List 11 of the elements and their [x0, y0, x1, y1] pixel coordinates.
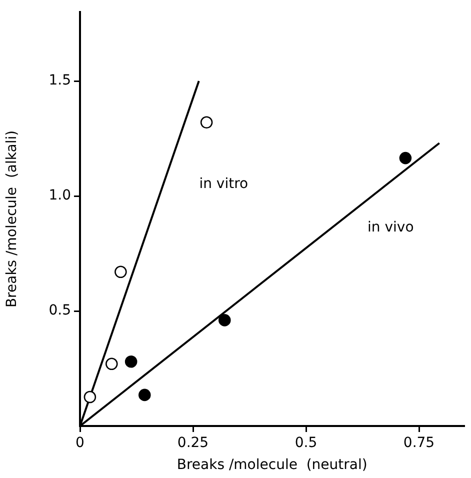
text: in vitro: [199, 176, 248, 192]
y-tick-label: 0.5: [48, 302, 71, 319]
y-tick-label: 1.0: [48, 188, 71, 204]
x-tick-label: 0.25: [177, 435, 209, 452]
x-tick-label: 0: [76, 435, 84, 452]
y-tick-label: 1.5: [48, 72, 71, 89]
x-tick-label: 0.75: [403, 435, 435, 452]
series-label: in vivo: [368, 220, 414, 236]
x-axis-title: Breaks /molecule (neutral): [176, 457, 368, 474]
y-axis-title: Breaks /molecule (alkali): [4, 130, 20, 308]
x-tick-label: 0.5: [294, 435, 318, 452]
